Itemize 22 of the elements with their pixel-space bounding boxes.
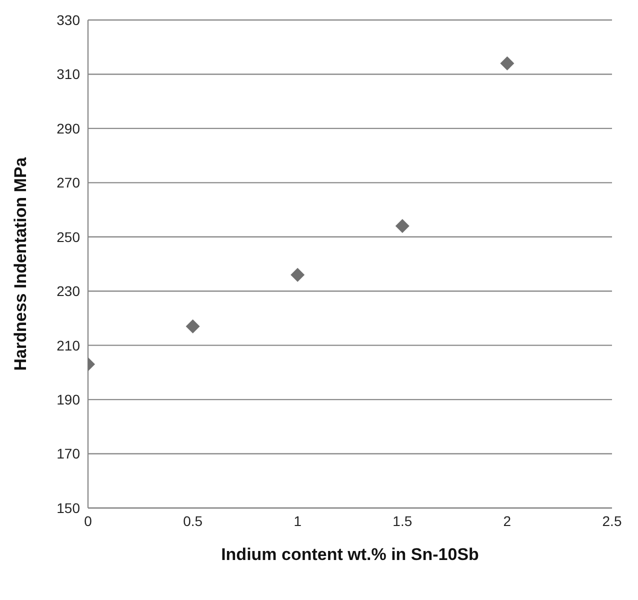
y-axis-title: Hardness Indentation MPa [11, 156, 30, 371]
y-tick-label: 190 [56, 392, 80, 408]
x-tick-label: 0.5 [183, 512, 203, 529]
y-tick-label: 290 [56, 120, 80, 136]
x-tick-label: 2.5 [602, 512, 622, 529]
point [186, 319, 200, 334]
y-tick-label: 310 [56, 66, 80, 82]
y-tick-label: 210 [56, 337, 80, 354]
y-tick-label: 330 [56, 12, 80, 28]
x-tick-label: 1.5 [392, 512, 412, 529]
x-tick-label: 1 [294, 512, 302, 529]
x-tick-label: 0 [84, 512, 92, 529]
point [500, 56, 514, 70]
x-tick-label: 2 [503, 512, 512, 529]
y-tick-label: 170 [56, 446, 80, 462]
x-axis-title: Indium content wt.% in Sn-10Sb [221, 545, 479, 564]
y-tick-label: 250 [56, 228, 80, 245]
point [395, 219, 410, 234]
y-tick-label: 230 [56, 283, 80, 300]
point [290, 268, 305, 282]
y-tick-label: 270 [56, 174, 80, 191]
y-tick-label: 150 [56, 500, 80, 516]
